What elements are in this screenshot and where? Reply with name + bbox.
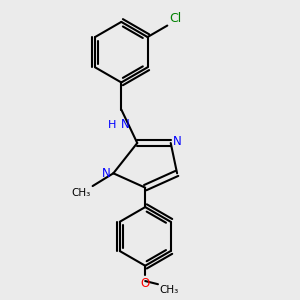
Text: N: N (121, 118, 130, 131)
Text: Cl: Cl (169, 12, 181, 25)
Text: CH₃: CH₃ (160, 285, 179, 295)
Text: CH₃: CH₃ (72, 188, 91, 198)
Text: N: N (102, 167, 111, 180)
Text: O: O (141, 277, 150, 290)
Text: N: N (173, 135, 182, 148)
Text: H: H (108, 120, 116, 130)
